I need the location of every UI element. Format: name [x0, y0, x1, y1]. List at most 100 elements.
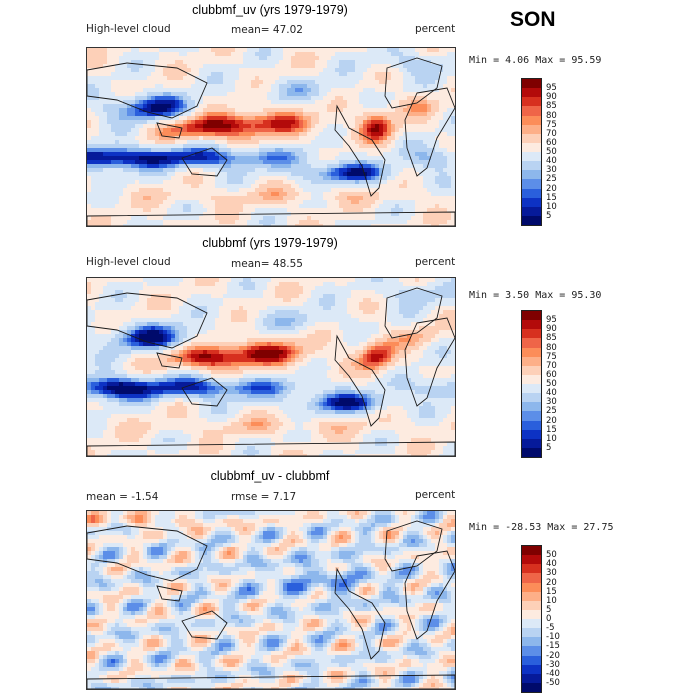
contour-cell	[191, 282, 196, 287]
contour-cell	[343, 302, 348, 307]
contour-cell	[435, 188, 440, 193]
contour-cell	[187, 290, 192, 295]
contour-cell	[407, 188, 412, 193]
contour-cell	[151, 184, 156, 189]
contour-cell	[391, 136, 396, 141]
contour-cell	[387, 172, 392, 177]
contour-cell	[395, 180, 400, 185]
contour-cell	[175, 48, 180, 53]
contour-cell	[219, 56, 224, 61]
contour-cell	[155, 92, 160, 97]
contour-cell	[91, 100, 96, 105]
contour-cell	[95, 172, 100, 177]
contour-cell	[87, 84, 92, 89]
contour-cell	[263, 290, 268, 295]
contour-cell	[287, 204, 292, 209]
contour-cell	[447, 52, 452, 57]
contour-cell	[299, 92, 304, 97]
contour-cell	[167, 124, 172, 129]
contour-cell	[195, 80, 200, 85]
contour-cell	[163, 132, 168, 137]
contour-cell	[315, 52, 320, 57]
contour-cell	[363, 216, 368, 221]
contour-cell	[195, 200, 200, 205]
contour-cell	[167, 128, 172, 133]
contour-cell	[331, 48, 336, 53]
contour-cell	[419, 208, 424, 213]
contour-cell	[279, 84, 284, 89]
contour-cell	[307, 104, 312, 109]
contour-cell	[407, 140, 412, 145]
contour-cell	[275, 144, 280, 149]
contour-cell	[303, 140, 308, 145]
contour-cell	[311, 204, 316, 209]
contour-cell	[163, 140, 168, 145]
contour-cell	[183, 88, 188, 93]
contour-cell	[123, 294, 128, 299]
contour-cell	[127, 156, 132, 161]
contour-cell	[351, 196, 356, 201]
contour-cell	[267, 48, 272, 53]
contour-cell	[127, 184, 132, 189]
contour-cell	[335, 302, 340, 307]
contour-cell	[331, 290, 336, 295]
contour-cell	[407, 212, 412, 217]
contour-cell	[391, 160, 396, 165]
contour-cell	[279, 290, 284, 295]
contour-cell	[107, 136, 112, 141]
contour-cell	[367, 282, 372, 287]
contour-cell	[191, 298, 196, 303]
contour-cell	[139, 52, 144, 57]
contour-cell	[103, 164, 108, 169]
contour-cell	[391, 144, 396, 149]
contour-cell	[435, 120, 440, 125]
contour-cell	[339, 92, 344, 97]
contour-cell	[207, 208, 212, 213]
contour-cell	[291, 112, 296, 117]
contour-cell	[219, 112, 224, 117]
contour-cell	[315, 204, 320, 209]
contour-cell	[255, 76, 260, 81]
contour-cell	[231, 96, 236, 101]
contour-cell	[311, 52, 316, 57]
contour-cell	[259, 152, 264, 157]
contour-cell	[443, 290, 448, 295]
contour-cell	[367, 140, 372, 145]
contour-cell	[443, 64, 448, 69]
contour-cell	[443, 56, 448, 61]
contour-cell	[315, 152, 320, 157]
contour-cell	[263, 188, 268, 193]
contour-cell	[199, 200, 204, 205]
contour-cell	[123, 282, 128, 287]
contour-cell	[219, 204, 224, 209]
contour-cell	[151, 282, 156, 287]
contour-cell	[243, 302, 248, 307]
contour-cell	[131, 216, 136, 221]
contour-cell	[403, 220, 408, 225]
contour-cell	[287, 68, 292, 73]
contour-cell	[307, 196, 312, 201]
contour-cell	[407, 196, 412, 201]
contour-cell	[443, 88, 448, 93]
contour-cell	[219, 180, 224, 185]
contour-cell	[319, 124, 324, 129]
contour-cell	[203, 112, 208, 117]
contour-cell	[343, 160, 348, 165]
contour-cell	[95, 160, 100, 165]
contour-cell	[159, 136, 164, 141]
contour-cell	[103, 100, 108, 105]
contour-cell	[323, 216, 328, 221]
contour-cell	[115, 306, 120, 311]
contour-cell	[87, 208, 92, 213]
contour-cell	[87, 112, 92, 117]
contour-cell	[127, 306, 132, 311]
contour-cell	[375, 180, 380, 185]
contour-cell	[119, 196, 124, 201]
contour-cell	[163, 116, 168, 121]
contour-cell	[271, 88, 276, 93]
contour-cell	[391, 306, 396, 311]
contour-cell	[343, 64, 348, 69]
contour-cell	[295, 286, 300, 291]
contour-cell	[371, 108, 376, 113]
contour-cell	[251, 48, 256, 53]
